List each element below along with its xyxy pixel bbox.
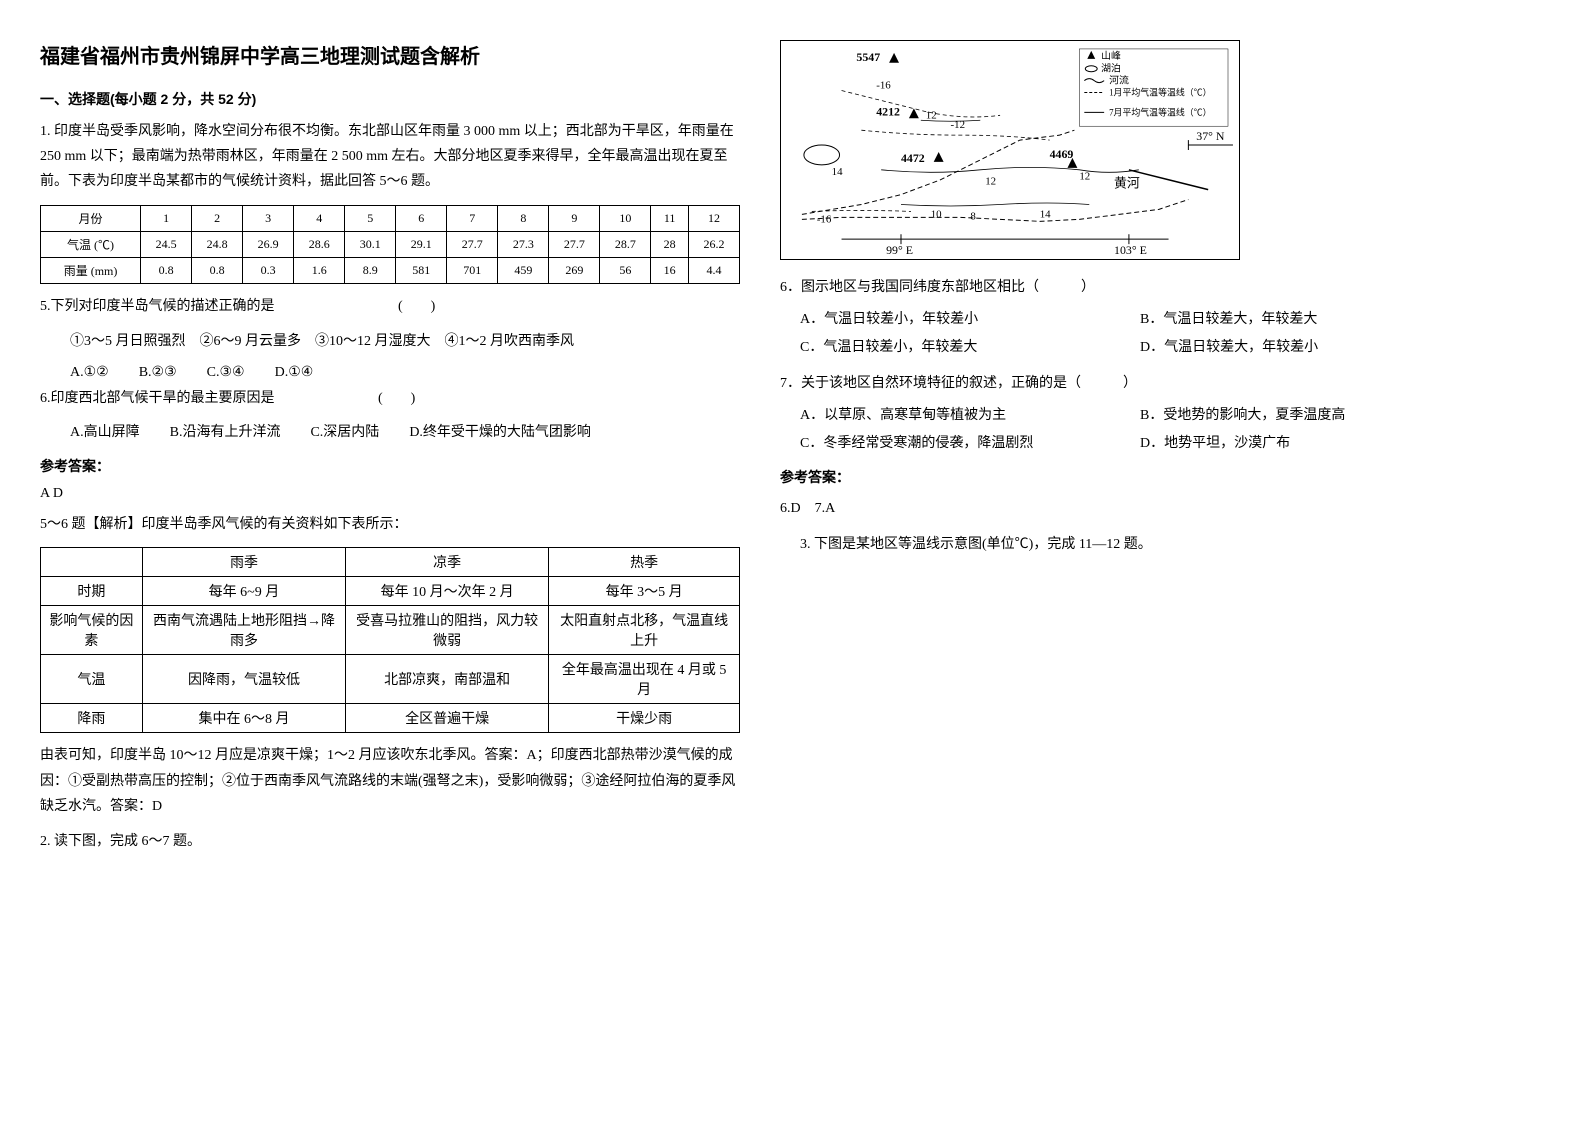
- svg-text:103° E: 103° E: [1114, 243, 1147, 257]
- q5-choices: A.①② B.②③ C.③④ D.①④: [70, 364, 740, 381]
- q1-intro: 1. 印度半岛受季风影响，降水空间分布很不均衡。东北部山区年雨量 3 000 m…: [40, 119, 740, 195]
- q6-choices: A.高山屏障 B.沿海有上升洋流 C.深居内陆 D.终年受干燥的大陆气团影响: [70, 421, 740, 441]
- table-row: 月份 1 2 3 4 5 6 7 8 9 10 11 12: [41, 205, 740, 231]
- table-row: 雨量 (mm) 0.8 0.8 0.3 1.6 8.9 581 701 459 …: [41, 257, 740, 283]
- svg-text:4469: 4469: [1050, 147, 1074, 161]
- table-row: 气温 (℃) 24.5 24.8 26.9 28.6 30.1 29.1 27.…: [41, 231, 740, 257]
- table-row: 降雨 集中在 6～8 月 全区普遍干燥 干燥少雨: [41, 704, 740, 733]
- q2-answer-label: 参考答案：: [780, 467, 1480, 487]
- table-row: 气温 因降雨，气温较低 北部凉爽，南部温和 全年最高温出现在 4 月或 5 月: [41, 655, 740, 704]
- q2-q7-text: 7．关于该地区自然环境特征的叙述，正确的是（ ）: [780, 371, 1480, 396]
- table-row: 雨季 凉季 热季: [41, 548, 740, 577]
- section-header: 一、选择题(每小题 2 分，共 52 分): [40, 89, 740, 109]
- svg-text:14: 14: [832, 166, 843, 178]
- svg-text:湖泊: 湖泊: [1101, 63, 1121, 75]
- analysis-text: 由表可知，印度半岛 10～12 月应是凉爽干燥；1～2 月应该吹东北季风。答案：…: [40, 743, 740, 819]
- svg-text:黄河: 黄河: [1114, 177, 1140, 191]
- svg-text:99° E: 99° E: [886, 243, 913, 257]
- svg-text:河流: 河流: [1109, 74, 1129, 87]
- svg-text:12: 12: [985, 176, 996, 188]
- svg-text:10: 10: [931, 208, 942, 220]
- svg-text:12: 12: [1079, 171, 1090, 183]
- svg-text:14: 14: [1040, 208, 1051, 220]
- svg-text:-16: -16: [817, 213, 832, 225]
- climate-table: 月份 1 2 3 4 5 6 7 8 9 10 11 12 气温 (℃) 24.…: [40, 205, 740, 284]
- q2-q7-options-row2: C．冬季经常受寒潮的侵袭，降温剧烈 D．地势平坦，沙漠广布: [780, 432, 1480, 452]
- answer-text: A D: [40, 486, 740, 502]
- map-figure: 山峰 湖泊 河流 1月平均气温等温线（℃） 7月平均气温等温线（℃） -16 -…: [780, 40, 1240, 260]
- q2-q6-text: 6．图示地区与我国同纬度东部地区相比（ ）: [780, 275, 1480, 300]
- q2-q6-options-row1: A．气温日较差小，年较差小 B．气温日较差大，年较差大: [780, 308, 1480, 328]
- q3-text: 3. 下图是某地区等温线示意图(单位℃)，完成 11—12 题。: [800, 532, 1480, 557]
- svg-text:4212: 4212: [876, 104, 900, 118]
- svg-text:7月平均气温等温线（℃）: 7月平均气温等温线（℃）: [1109, 106, 1211, 117]
- q2-answer: 6.D 7.A: [780, 497, 1480, 517]
- q6-text: 6.印度西北部气候干旱的最主要原因是 ( ): [40, 386, 740, 411]
- q2-q6-options-row2: C．气温日较差小，年较差大 D．气温日较差大，年较差小: [780, 336, 1480, 356]
- map-svg: 山峰 湖泊 河流 1月平均气温等温线（℃） 7月平均气温等温线（℃） -16 -…: [781, 41, 1239, 259]
- svg-text:-16: -16: [876, 80, 891, 92]
- svg-text:1月平均气温等温线（℃）: 1月平均气温等温线（℃）: [1109, 87, 1211, 98]
- svg-text:8: 8: [970, 210, 976, 222]
- q2-q7-options-row1: A．以草原、高寒草甸等植被为主 B．受地势的影响大，夏季温度高: [780, 404, 1480, 424]
- table-row: 影响气候的因素 西南气流遇陆上地形阻挡→降雨多 受喜马拉雅山的阻挡，风力较微弱 …: [41, 606, 740, 655]
- analysis-label: 5～6 题【解析】印度半岛季风气候的有关资料如下表所示：: [40, 512, 740, 537]
- svg-text:5547: 5547: [856, 50, 880, 64]
- document-title: 福建省福州市贵州锦屏中学高三地理测试题含解析: [40, 40, 740, 69]
- analysis-table: 雨季 凉季 热季 时期 每年 6~9 月 每年 10 月～次年 2 月 每年 3…: [40, 547, 740, 733]
- answer-label: 参考答案：: [40, 456, 740, 476]
- table-row: 时期 每年 6~9 月 每年 10 月～次年 2 月 每年 3～5 月: [41, 577, 740, 606]
- q5-text: 5.下列对印度半岛气候的描述正确的是 ( ): [40, 294, 740, 319]
- left-column: 福建省福州市贵州锦屏中学高三地理测试题含解析 一、选择题(每小题 2 分，共 5…: [40, 40, 740, 864]
- q2-intro: 2. 读下图，完成 6～7 题。: [40, 829, 740, 854]
- svg-text:37° N: 37° N: [1196, 129, 1225, 143]
- right-column: 山峰 湖泊 河流 1月平均气温等温线（℃） 7月平均气温等温线（℃） -16 -…: [780, 40, 1480, 864]
- svg-text:4472: 4472: [901, 151, 925, 165]
- svg-text:12: 12: [926, 109, 937, 121]
- svg-text:山峰: 山峰: [1101, 50, 1121, 62]
- q5-options: ①3～5 月日照强烈 ②6～9 月云量多 ③10～12 月湿度大 ④1～2 月吹…: [70, 329, 740, 354]
